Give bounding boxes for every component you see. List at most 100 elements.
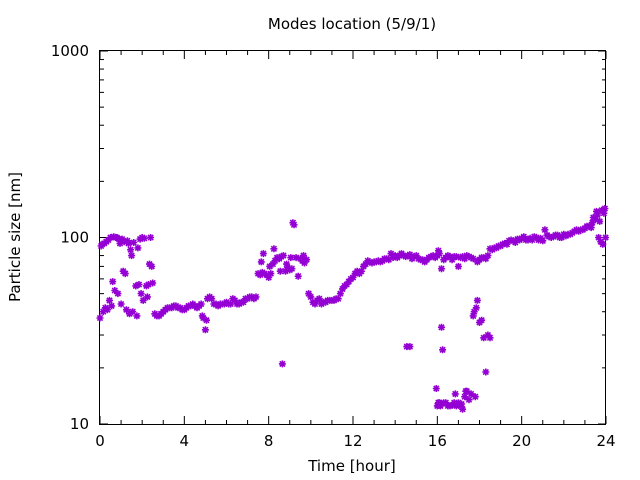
data-point bbox=[130, 239, 138, 246]
data-point bbox=[594, 211, 602, 219]
point-marker bbox=[601, 205, 609, 212]
data-point bbox=[140, 234, 148, 242]
data-point bbox=[406, 251, 414, 259]
point-marker bbox=[145, 281, 152, 288]
data-point bbox=[486, 334, 494, 342]
point-marker bbox=[545, 233, 553, 241]
point-marker bbox=[134, 244, 142, 252]
data-point bbox=[473, 296, 481, 304]
data-point bbox=[283, 260, 291, 268]
data-point bbox=[315, 295, 323, 303]
data-point bbox=[437, 402, 444, 410]
point-marker bbox=[287, 254, 295, 262]
data-point bbox=[406, 343, 414, 351]
point-marker bbox=[435, 250, 443, 258]
point-marker bbox=[595, 234, 603, 241]
point-marker bbox=[114, 290, 122, 298]
data-point bbox=[452, 402, 460, 410]
data-point bbox=[600, 209, 608, 217]
data-point bbox=[520, 233, 528, 241]
data-point bbox=[451, 390, 459, 398]
data-point bbox=[442, 399, 450, 407]
data-point bbox=[107, 234, 114, 241]
data-point bbox=[145, 281, 152, 288]
point-marker bbox=[98, 240, 106, 248]
point-marker bbox=[199, 314, 207, 322]
point-marker bbox=[501, 239, 509, 247]
point-marker bbox=[292, 254, 300, 262]
data-point bbox=[197, 300, 205, 308]
data-point bbox=[117, 300, 125, 308]
data-point bbox=[336, 290, 344, 298]
point-marker bbox=[482, 255, 490, 263]
point-marker bbox=[539, 237, 547, 245]
data-point bbox=[435, 399, 443, 407]
data-point bbox=[139, 296, 147, 304]
y-axis-label: Particle size [nm] bbox=[6, 172, 24, 302]
data-point bbox=[334, 295, 342, 303]
data-point bbox=[199, 314, 207, 322]
point-marker bbox=[315, 295, 323, 303]
point-marker bbox=[511, 239, 519, 246]
point-marker bbox=[452, 402, 460, 410]
data-point bbox=[134, 244, 142, 252]
point-marker bbox=[279, 252, 287, 260]
data-point bbox=[300, 252, 307, 260]
point-marker bbox=[269, 260, 277, 268]
y-tick-label: 10 bbox=[70, 415, 89, 433]
data-point bbox=[461, 393, 469, 401]
data-point bbox=[438, 265, 445, 273]
point-marker bbox=[473, 296, 481, 304]
data-point bbox=[478, 316, 486, 324]
data-point bbox=[129, 308, 137, 316]
data-point bbox=[362, 260, 370, 268]
point-marker bbox=[139, 296, 147, 304]
point-marker bbox=[138, 234, 146, 241]
point-marker bbox=[349, 274, 357, 281]
point-marker bbox=[438, 265, 445, 273]
data-point bbox=[484, 252, 492, 260]
data-point bbox=[208, 295, 216, 303]
point-marker bbox=[596, 217, 604, 225]
point-marker bbox=[503, 240, 511, 248]
point-marker bbox=[472, 304, 480, 312]
data-point bbox=[454, 399, 462, 407]
data-point bbox=[472, 304, 480, 312]
point-marker bbox=[385, 256, 393, 264]
data-point bbox=[558, 234, 566, 241]
point-marker bbox=[288, 265, 296, 273]
point-marker bbox=[290, 221, 298, 229]
data-point bbox=[305, 290, 313, 298]
point-marker bbox=[278, 360, 286, 368]
point-marker bbox=[126, 310, 133, 318]
x-tick-label: 0 bbox=[95, 432, 105, 450]
data-point bbox=[108, 302, 116, 310]
point-marker bbox=[602, 234, 610, 241]
axis-ticks bbox=[99, 50, 607, 425]
point-marker bbox=[107, 234, 114, 241]
point-marker bbox=[454, 399, 462, 407]
data-point bbox=[259, 250, 267, 258]
point-marker bbox=[334, 295, 342, 303]
data-point bbox=[602, 234, 610, 241]
x-tick-label: 4 bbox=[180, 432, 190, 450]
data-point bbox=[438, 323, 445, 331]
data-point bbox=[432, 385, 440, 392]
point-marker bbox=[514, 235, 521, 243]
point-marker bbox=[600, 209, 608, 217]
point-marker bbox=[528, 236, 536, 244]
point-marker bbox=[239, 298, 247, 306]
point-marker bbox=[484, 252, 492, 260]
point-marker bbox=[446, 253, 454, 261]
point-marker bbox=[106, 296, 113, 304]
data-point bbox=[547, 234, 555, 241]
data-point bbox=[311, 300, 319, 308]
data-point bbox=[137, 290, 145, 298]
x-tick-label: 8 bbox=[264, 432, 274, 450]
data-point bbox=[539, 237, 547, 245]
data-point bbox=[301, 259, 308, 267]
data-point bbox=[267, 270, 275, 278]
x-axis-label: Time [hour] bbox=[307, 457, 396, 475]
point-marker bbox=[128, 252, 136, 260]
